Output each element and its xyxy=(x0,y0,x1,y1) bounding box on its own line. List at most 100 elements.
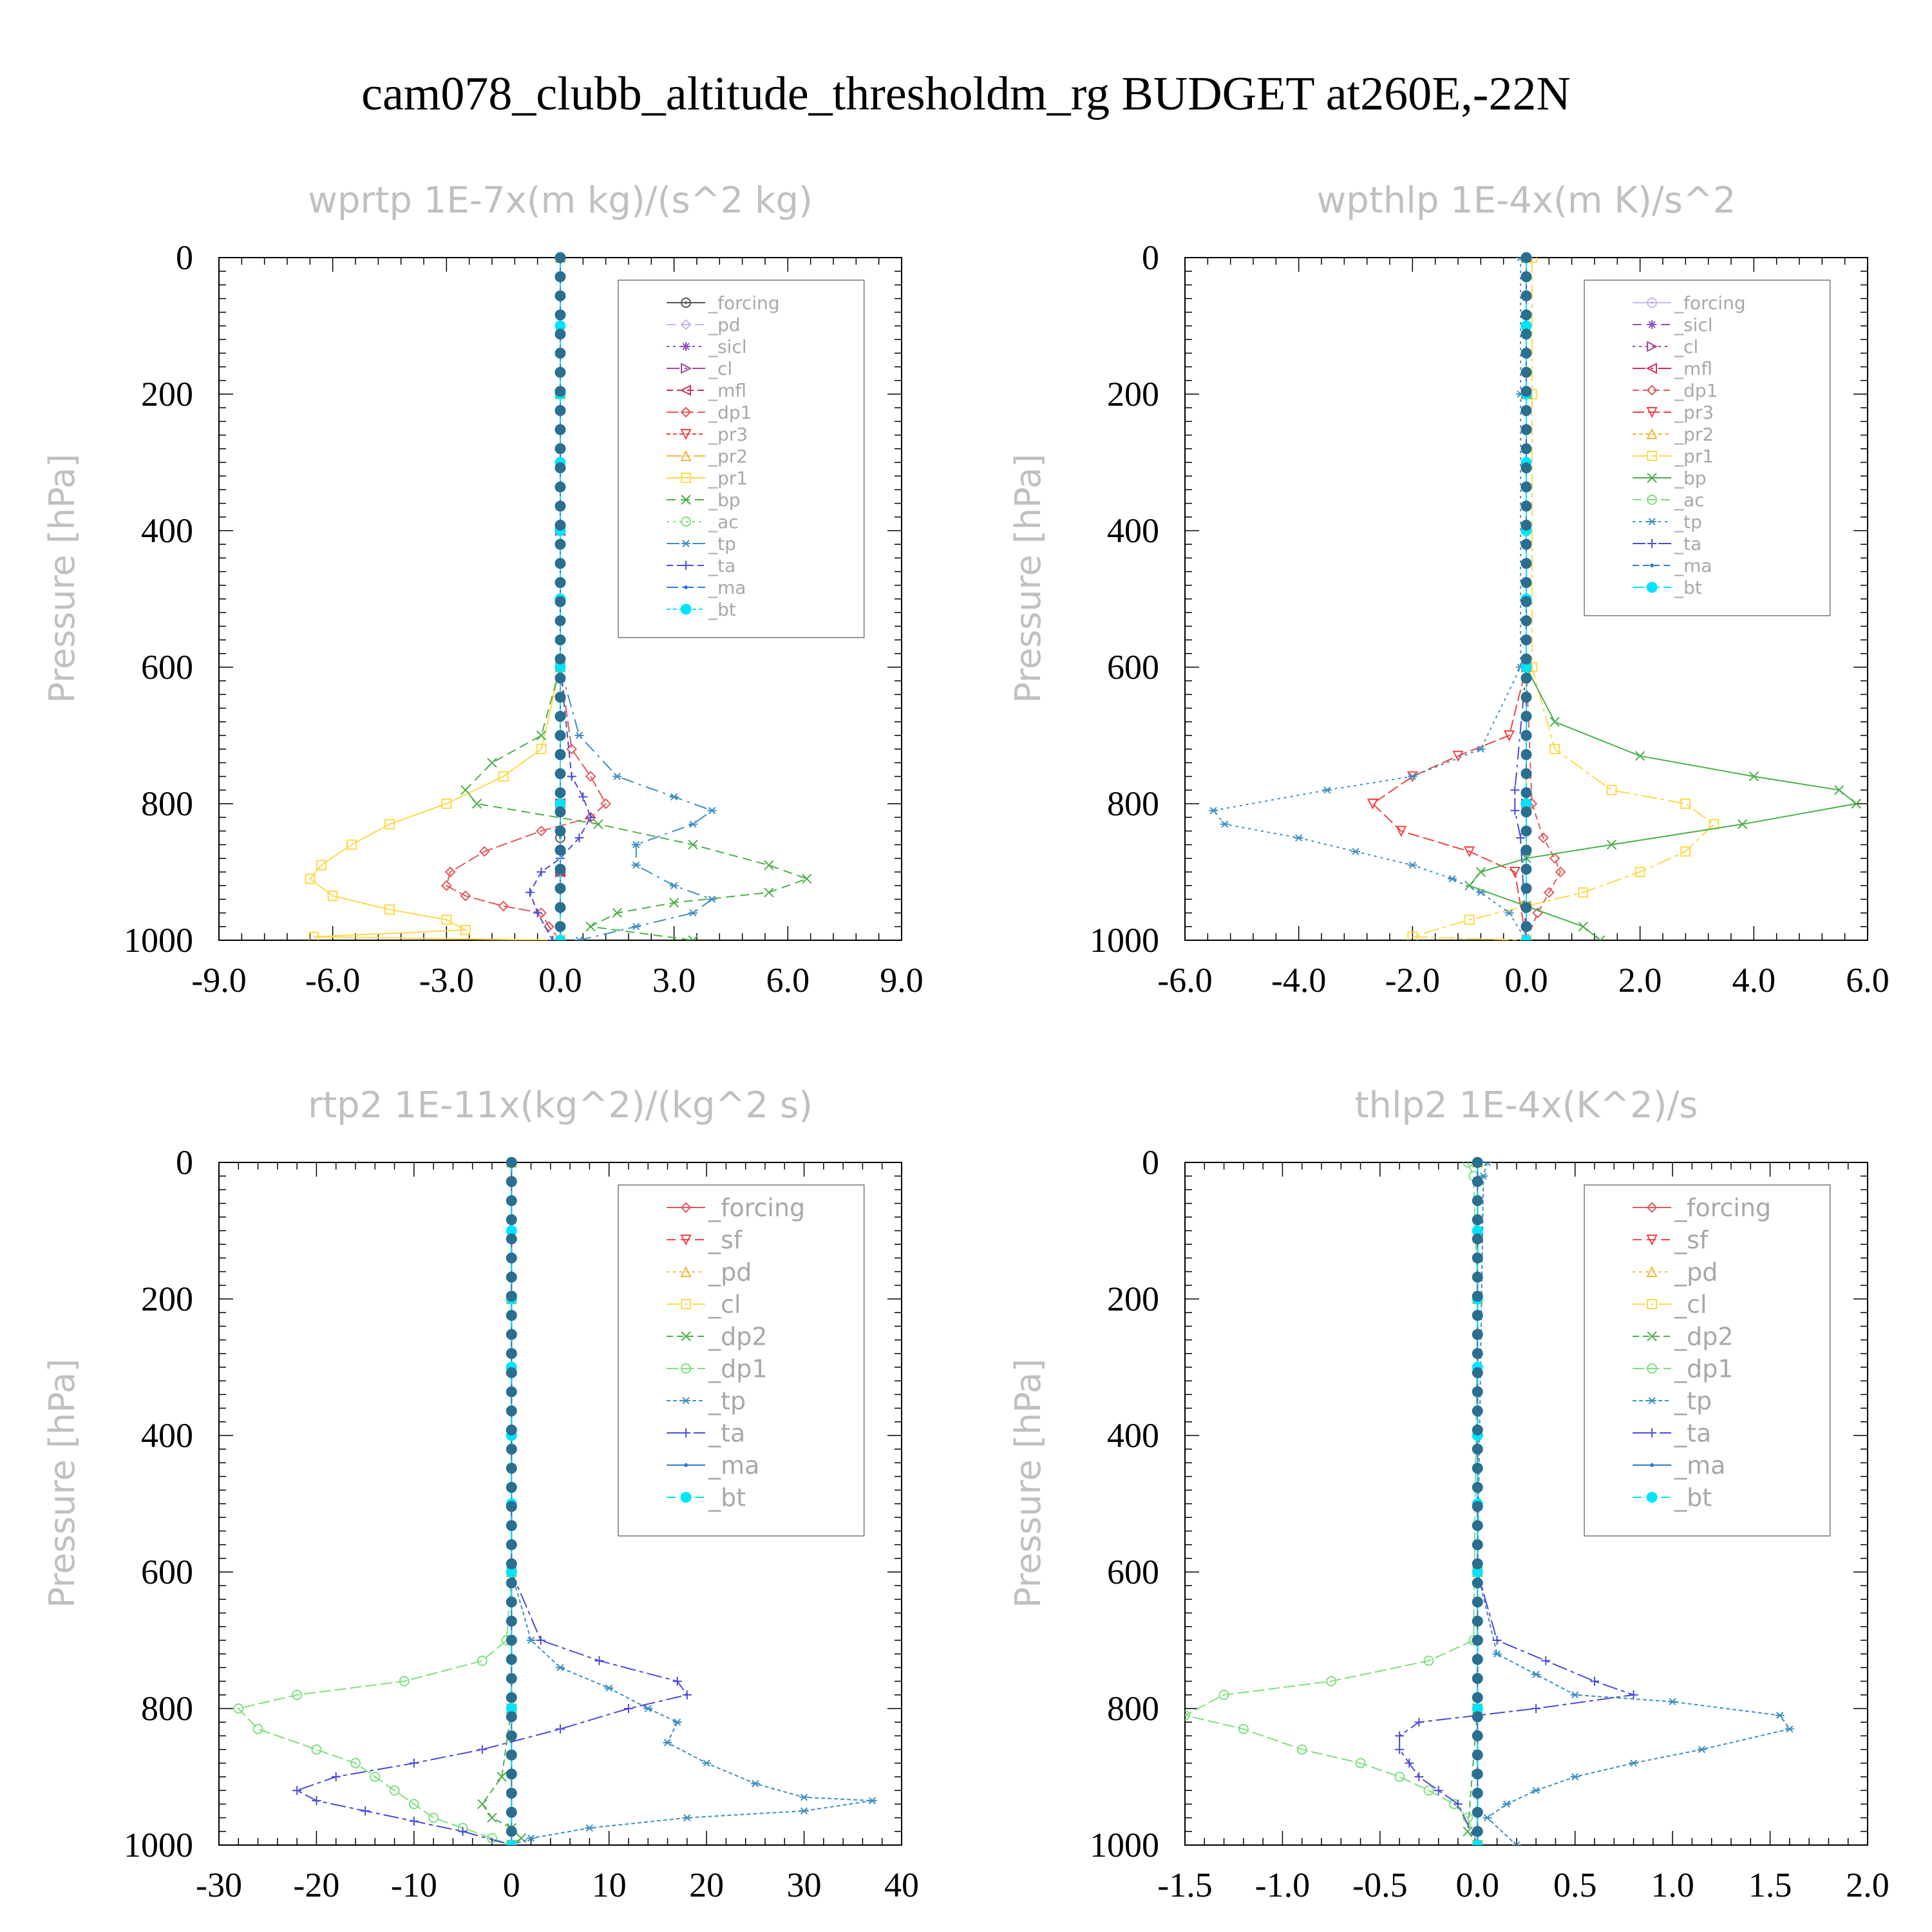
series-line xyxy=(1468,258,1858,940)
data-point xyxy=(1629,1759,1638,1767)
data-point xyxy=(460,925,471,936)
y-tick-label: 800 xyxy=(1107,784,1159,823)
data-point xyxy=(305,873,316,884)
data-point xyxy=(1472,1482,1483,1493)
data-point xyxy=(506,1596,517,1608)
y-tick-label: 400 xyxy=(1107,511,1159,550)
series-ta xyxy=(292,1162,692,1845)
data-point xyxy=(554,596,566,607)
data-point xyxy=(631,861,641,869)
data-point xyxy=(361,1806,370,1815)
legend-marker xyxy=(681,1428,691,1437)
data-point xyxy=(1492,1650,1502,1658)
data-point xyxy=(458,1826,468,1836)
data-point xyxy=(707,806,717,815)
data-point xyxy=(1520,730,1532,741)
data-point xyxy=(586,813,596,822)
data-point xyxy=(1463,1162,1473,1168)
data-point xyxy=(1785,1725,1794,1733)
data-point xyxy=(1520,424,1532,435)
data-point xyxy=(1520,558,1532,569)
x-tick-label: 40 xyxy=(884,1866,919,1904)
legend-label: _bt xyxy=(1674,577,1702,598)
legend-label: _pd xyxy=(1674,1258,1718,1286)
y-tick-label: 200 xyxy=(1107,1280,1159,1318)
data-point xyxy=(487,1833,497,1844)
data-point xyxy=(409,1758,419,1768)
data-point xyxy=(1472,1768,1483,1780)
data-point xyxy=(554,386,566,397)
legend-label: _forcing xyxy=(1674,292,1746,314)
legend-marker xyxy=(680,450,692,461)
data-point xyxy=(702,1759,712,1767)
x-tick-label: -6.0 xyxy=(1157,961,1212,999)
legend-marker xyxy=(680,603,692,615)
data-point xyxy=(554,271,566,283)
legend-label: _ma xyxy=(1674,555,1712,576)
panel-title: thlp2 1E-4x(K^2)/s xyxy=(1355,1084,1698,1126)
data-point xyxy=(663,1739,672,1747)
data-point xyxy=(554,710,566,722)
legend-marker xyxy=(1650,564,1654,567)
data-point xyxy=(506,1839,517,1845)
panel-title: rtp2 1E-11x(kg^2)/(kg^2 s) xyxy=(308,1084,813,1126)
legend-item: _ac xyxy=(1633,489,1705,511)
data-point xyxy=(688,935,698,940)
legend-item: _tp xyxy=(1633,511,1702,533)
data-point xyxy=(1472,1309,1483,1321)
data-point xyxy=(1520,481,1532,493)
legend-label: _ac xyxy=(708,511,739,533)
data-point xyxy=(1396,826,1407,837)
legend-label: _bt xyxy=(1674,1483,1712,1511)
legend-label: _pr1 xyxy=(708,468,748,489)
data-point xyxy=(536,744,547,755)
zero-profile-markers xyxy=(554,252,566,933)
y-axis-label: Pressure [hPa] xyxy=(42,454,82,703)
x-tick-label: -10 xyxy=(391,1866,437,1904)
x-tick-label: -0.5 xyxy=(1352,1866,1407,1904)
legend: _forcing _sf _pd _cl _dp2 _dp1 _tp _ta _ma _bt xyxy=(618,1184,865,1537)
legend-item: _bp xyxy=(1633,468,1707,489)
data-point xyxy=(1472,1291,1483,1302)
data-point xyxy=(1472,1176,1483,1188)
legend-item: _bt xyxy=(667,599,736,620)
legend-label: _ma xyxy=(1674,1451,1725,1479)
data-point xyxy=(506,1826,517,1837)
data-point xyxy=(506,1692,517,1703)
data-point xyxy=(554,252,566,263)
legend-box xyxy=(1584,1184,1831,1537)
data-point xyxy=(554,615,566,627)
data-point xyxy=(672,1676,682,1686)
data-point xyxy=(1520,538,1532,550)
y-tick-label: 600 xyxy=(141,648,193,687)
legend-label: _sf xyxy=(708,1226,743,1254)
data-point xyxy=(1549,853,1560,864)
data-point xyxy=(867,1797,877,1804)
x-tick-label: 0.0 xyxy=(1456,1866,1500,1904)
legend-box xyxy=(1584,279,1831,616)
data-point xyxy=(1531,1671,1541,1678)
data-point xyxy=(554,844,566,856)
y-tick-label: 800 xyxy=(141,784,193,823)
legend-marker xyxy=(681,561,691,570)
legend-label: _forcing xyxy=(708,1193,805,1222)
data-point xyxy=(1351,848,1360,855)
tick-marks xyxy=(218,257,902,941)
data-point xyxy=(1520,825,1532,837)
data-point xyxy=(506,1711,517,1723)
x-tick-label: 1.5 xyxy=(1748,1866,1792,1904)
data-point xyxy=(525,887,535,897)
data-point xyxy=(308,931,319,940)
data-point xyxy=(1595,935,1605,940)
data-point xyxy=(1520,768,1532,779)
data-point xyxy=(1407,931,1418,940)
data-point xyxy=(506,1443,517,1455)
data-point xyxy=(802,873,812,884)
legend-marker xyxy=(680,1202,692,1213)
data-point xyxy=(312,1796,321,1806)
data-point xyxy=(1482,1162,1492,1166)
legend-marker xyxy=(1647,473,1657,483)
legend-marker xyxy=(681,473,692,483)
legend-label: _ma xyxy=(708,577,746,598)
data-point xyxy=(1423,1785,1434,1796)
